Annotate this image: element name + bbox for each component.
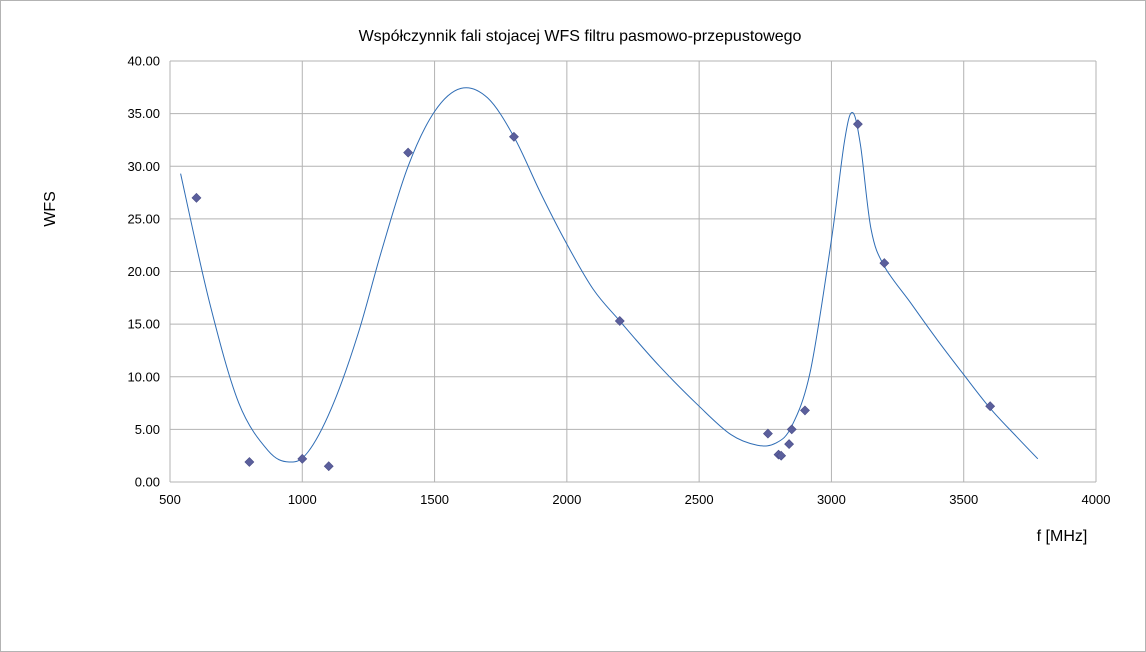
- data-point-marker: [776, 450, 787, 461]
- x-axis-label: f [MHz]: [1037, 528, 1088, 545]
- x-tick-label: 2000: [552, 492, 581, 507]
- data-point-marker: [763, 428, 773, 439]
- y-tick-label: 20.00: [127, 264, 160, 279]
- y-tick-label: 0.00: [135, 475, 160, 490]
- y-tick-label: 35.00: [127, 106, 160, 121]
- data-point-marker: [784, 439, 795, 450]
- y-axis-label: WFS: [42, 191, 59, 227]
- data-point-marker: [403, 147, 414, 158]
- x-tick-label: 1000: [288, 492, 317, 507]
- y-tick-labels: 0.00 5.00 10.00 15.00 20.00 25.00 30.00 35.00 40…: [127, 54, 160, 490]
- x-tick-label: 4000: [1082, 492, 1111, 507]
- data-point-marker: [614, 316, 625, 326]
- x-tick-label: 3000: [817, 492, 846, 507]
- data-points: [191, 119, 996, 472]
- data-point-marker: [786, 424, 797, 435]
- data-point-marker: [879, 258, 890, 269]
- data-point-marker: [509, 131, 519, 142]
- y-tick-label: 15.00: [127, 317, 160, 332]
- data-point-marker: [244, 457, 255, 467]
- data-point-marker: [297, 453, 308, 464]
- x-tick-label: 500: [159, 492, 181, 507]
- data-point-marker: [800, 405, 810, 416]
- x-tick-labels: 500 1000 1500 2000 2500 3000 3500 4000: [159, 492, 1110, 507]
- x-tick-label: 1500: [420, 492, 449, 507]
- y-tick-label: 40.00: [127, 54, 160, 69]
- y-tick-label: 10.00: [127, 369, 160, 384]
- trendline-path: [180, 87, 1039, 463]
- data-point-marker: [191, 192, 202, 203]
- grid: [169, 60, 1097, 483]
- data-point-marker: [852, 119, 863, 130]
- trendline: [180, 87, 1039, 463]
- x-tick-label: 3500: [949, 492, 978, 507]
- data-point-marker: [323, 461, 334, 472]
- x-tick-label: 2500: [685, 492, 714, 507]
- chart-title: Współczynnik fali stojacej WFS filtru pa…: [359, 28, 802, 45]
- y-tick-label: 25.00: [127, 211, 160, 226]
- y-tick-label: 30.00: [127, 159, 160, 174]
- y-tick-label: 5.00: [135, 422, 160, 437]
- data-point-marker: [985, 401, 996, 412]
